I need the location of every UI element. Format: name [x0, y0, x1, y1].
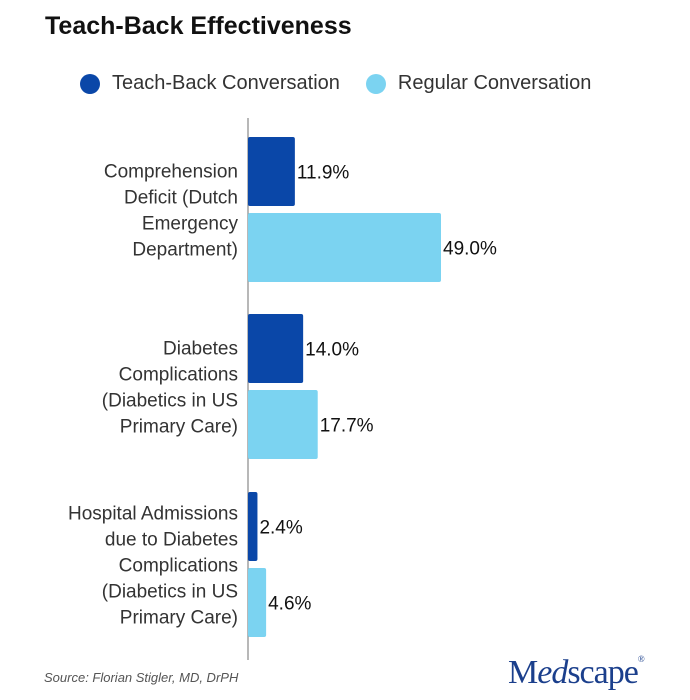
category-label: Emergency: [142, 214, 239, 235]
medscape-logo: Medscape®: [508, 654, 645, 691]
legend: Teach-Back Conversation Regular Conversa…: [80, 72, 617, 95]
legend-swatch-regular: [365, 73, 386, 94]
bar: [248, 314, 304, 383]
data-label: 4.6%: [268, 594, 311, 615]
category-label: Hospital Admissions: [68, 504, 238, 525]
bar: [248, 492, 258, 561]
category-label: Deficit (Dutch: [124, 188, 238, 209]
category-label: (Diabetics in US: [102, 582, 238, 603]
bar: [248, 390, 318, 459]
category-label: Department): [132, 240, 238, 261]
category-label: (Diabetics in US: [102, 391, 238, 412]
source-note: Source: Florian Stigler, MD, DrPH: [44, 670, 239, 685]
legend-item-regular: Regular Conversation: [365, 72, 592, 95]
bar: [248, 137, 295, 206]
legend-label: Regular Conversation: [397, 72, 592, 94]
data-label: 2.4%: [259, 518, 302, 539]
category-label: Primary Care): [120, 608, 238, 629]
data-label: 49.0%: [443, 239, 497, 260]
category-label: Primary Care): [120, 417, 238, 438]
data-label: 11.9%: [297, 163, 350, 184]
category-label: Complications: [119, 556, 238, 577]
category-label: Complications: [119, 365, 238, 386]
bar: [248, 213, 441, 282]
category-label: Diabetes: [163, 339, 238, 360]
data-label: 14.0%: [305, 340, 359, 361]
category-label: Comprehension: [104, 162, 238, 183]
legend-label: Teach-Back Conversation: [112, 72, 340, 94]
data-label: 17.7%: [320, 416, 374, 437]
bar: [248, 568, 267, 637]
category-label: due to Diabetes: [105, 530, 238, 551]
legend-item-teach-back: Teach-Back Conversation: [80, 72, 340, 95]
chart-title: Teach-Back Effectiveness: [45, 12, 352, 40]
legend-swatch-teach-back: [80, 73, 100, 94]
